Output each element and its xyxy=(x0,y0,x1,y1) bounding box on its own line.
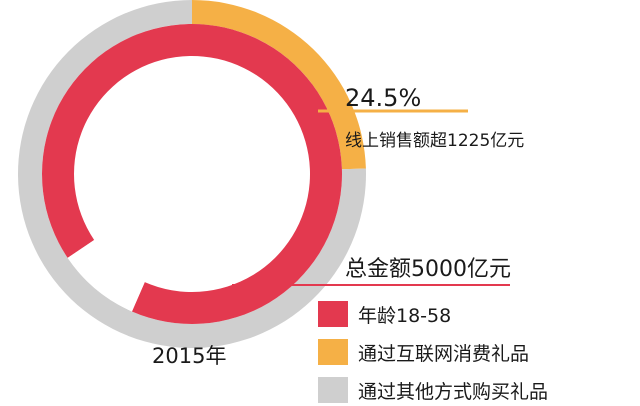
legend-swatch-age xyxy=(318,301,348,327)
outer-ring xyxy=(18,0,366,348)
legend-label-age: 年龄18-58 xyxy=(358,304,452,327)
outer-slice-internet xyxy=(192,0,366,170)
legend-swatch-internet xyxy=(318,339,348,365)
year-label: 2015年 xyxy=(152,344,227,368)
legend: 年龄18-58 通过互联网消费礼品 通过其他方式购买礼品 xyxy=(318,300,548,404)
legend-item-other: 通过其他方式购买礼品 xyxy=(318,376,548,404)
inner-slice-gap xyxy=(67,239,145,312)
legend-label-internet: 通过互联网消费礼品 xyxy=(358,342,530,365)
total-amount-label: 总金额5000亿元 xyxy=(345,257,511,282)
legend-swatch-other xyxy=(318,377,348,403)
online-percent-label: 24.5% xyxy=(345,84,421,112)
legend-item-internet: 通过互联网消费礼品 xyxy=(318,338,548,366)
online-sales-label: 线上销售额超1225亿元 xyxy=(345,131,524,151)
legend-label-other: 通过其他方式购买礼品 xyxy=(358,380,549,403)
inner-ring xyxy=(42,24,342,325)
legend-item-age: 年龄18-58 xyxy=(318,300,548,328)
